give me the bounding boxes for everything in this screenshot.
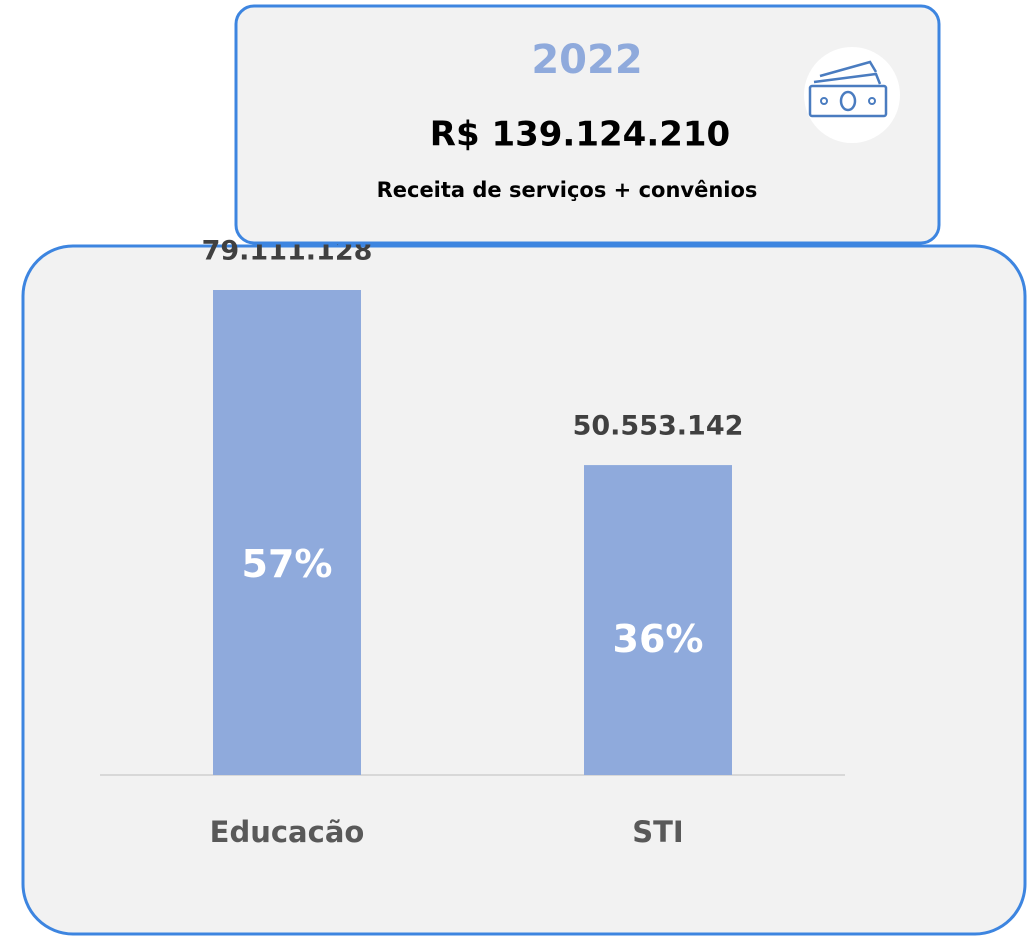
bar	[584, 465, 732, 775]
share-label: 36%	[613, 617, 704, 661]
total-label: Receita de serviços + convênios	[377, 178, 758, 202]
money-icon	[804, 47, 900, 143]
category-label: STI	[632, 815, 683, 849]
category-label: Educacão	[210, 815, 365, 849]
header-card	[234, 4, 941, 245]
share-label: 57%	[242, 542, 333, 586]
chart-card	[21, 244, 1027, 936]
total: R$ 139.124.210	[430, 115, 730, 155]
value-label: 50.553.142	[573, 411, 744, 442]
bar	[213, 290, 361, 775]
year: 2022	[531, 37, 642, 83]
